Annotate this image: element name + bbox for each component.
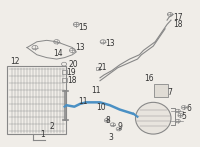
Text: 16: 16 xyxy=(144,74,154,83)
Text: 8: 8 xyxy=(106,116,111,125)
Text: 14: 14 xyxy=(54,49,63,58)
Text: 10: 10 xyxy=(96,103,106,112)
Text: 7: 7 xyxy=(167,88,172,97)
FancyBboxPatch shape xyxy=(154,84,168,97)
Text: 15: 15 xyxy=(78,23,88,32)
Text: 11: 11 xyxy=(91,86,101,95)
Text: 18: 18 xyxy=(67,76,77,85)
Text: 21: 21 xyxy=(97,63,107,72)
Text: 17: 17 xyxy=(173,13,183,22)
Text: 20: 20 xyxy=(68,60,78,69)
Text: 12: 12 xyxy=(10,57,20,66)
Text: 19: 19 xyxy=(66,68,76,77)
Text: 1: 1 xyxy=(40,130,45,139)
Text: 11: 11 xyxy=(78,97,88,106)
Bar xyxy=(62,78,67,82)
Bar xyxy=(96,67,100,70)
Text: 3: 3 xyxy=(109,133,114,142)
Ellipse shape xyxy=(136,102,171,134)
Text: 2: 2 xyxy=(50,122,54,131)
Text: 5: 5 xyxy=(181,112,186,121)
Text: 18: 18 xyxy=(173,20,182,29)
Bar xyxy=(62,70,67,74)
Text: 13: 13 xyxy=(105,39,115,48)
Text: 9: 9 xyxy=(118,122,123,131)
Text: 6: 6 xyxy=(187,104,192,113)
Text: 13: 13 xyxy=(75,43,85,52)
Bar xyxy=(7,66,66,134)
